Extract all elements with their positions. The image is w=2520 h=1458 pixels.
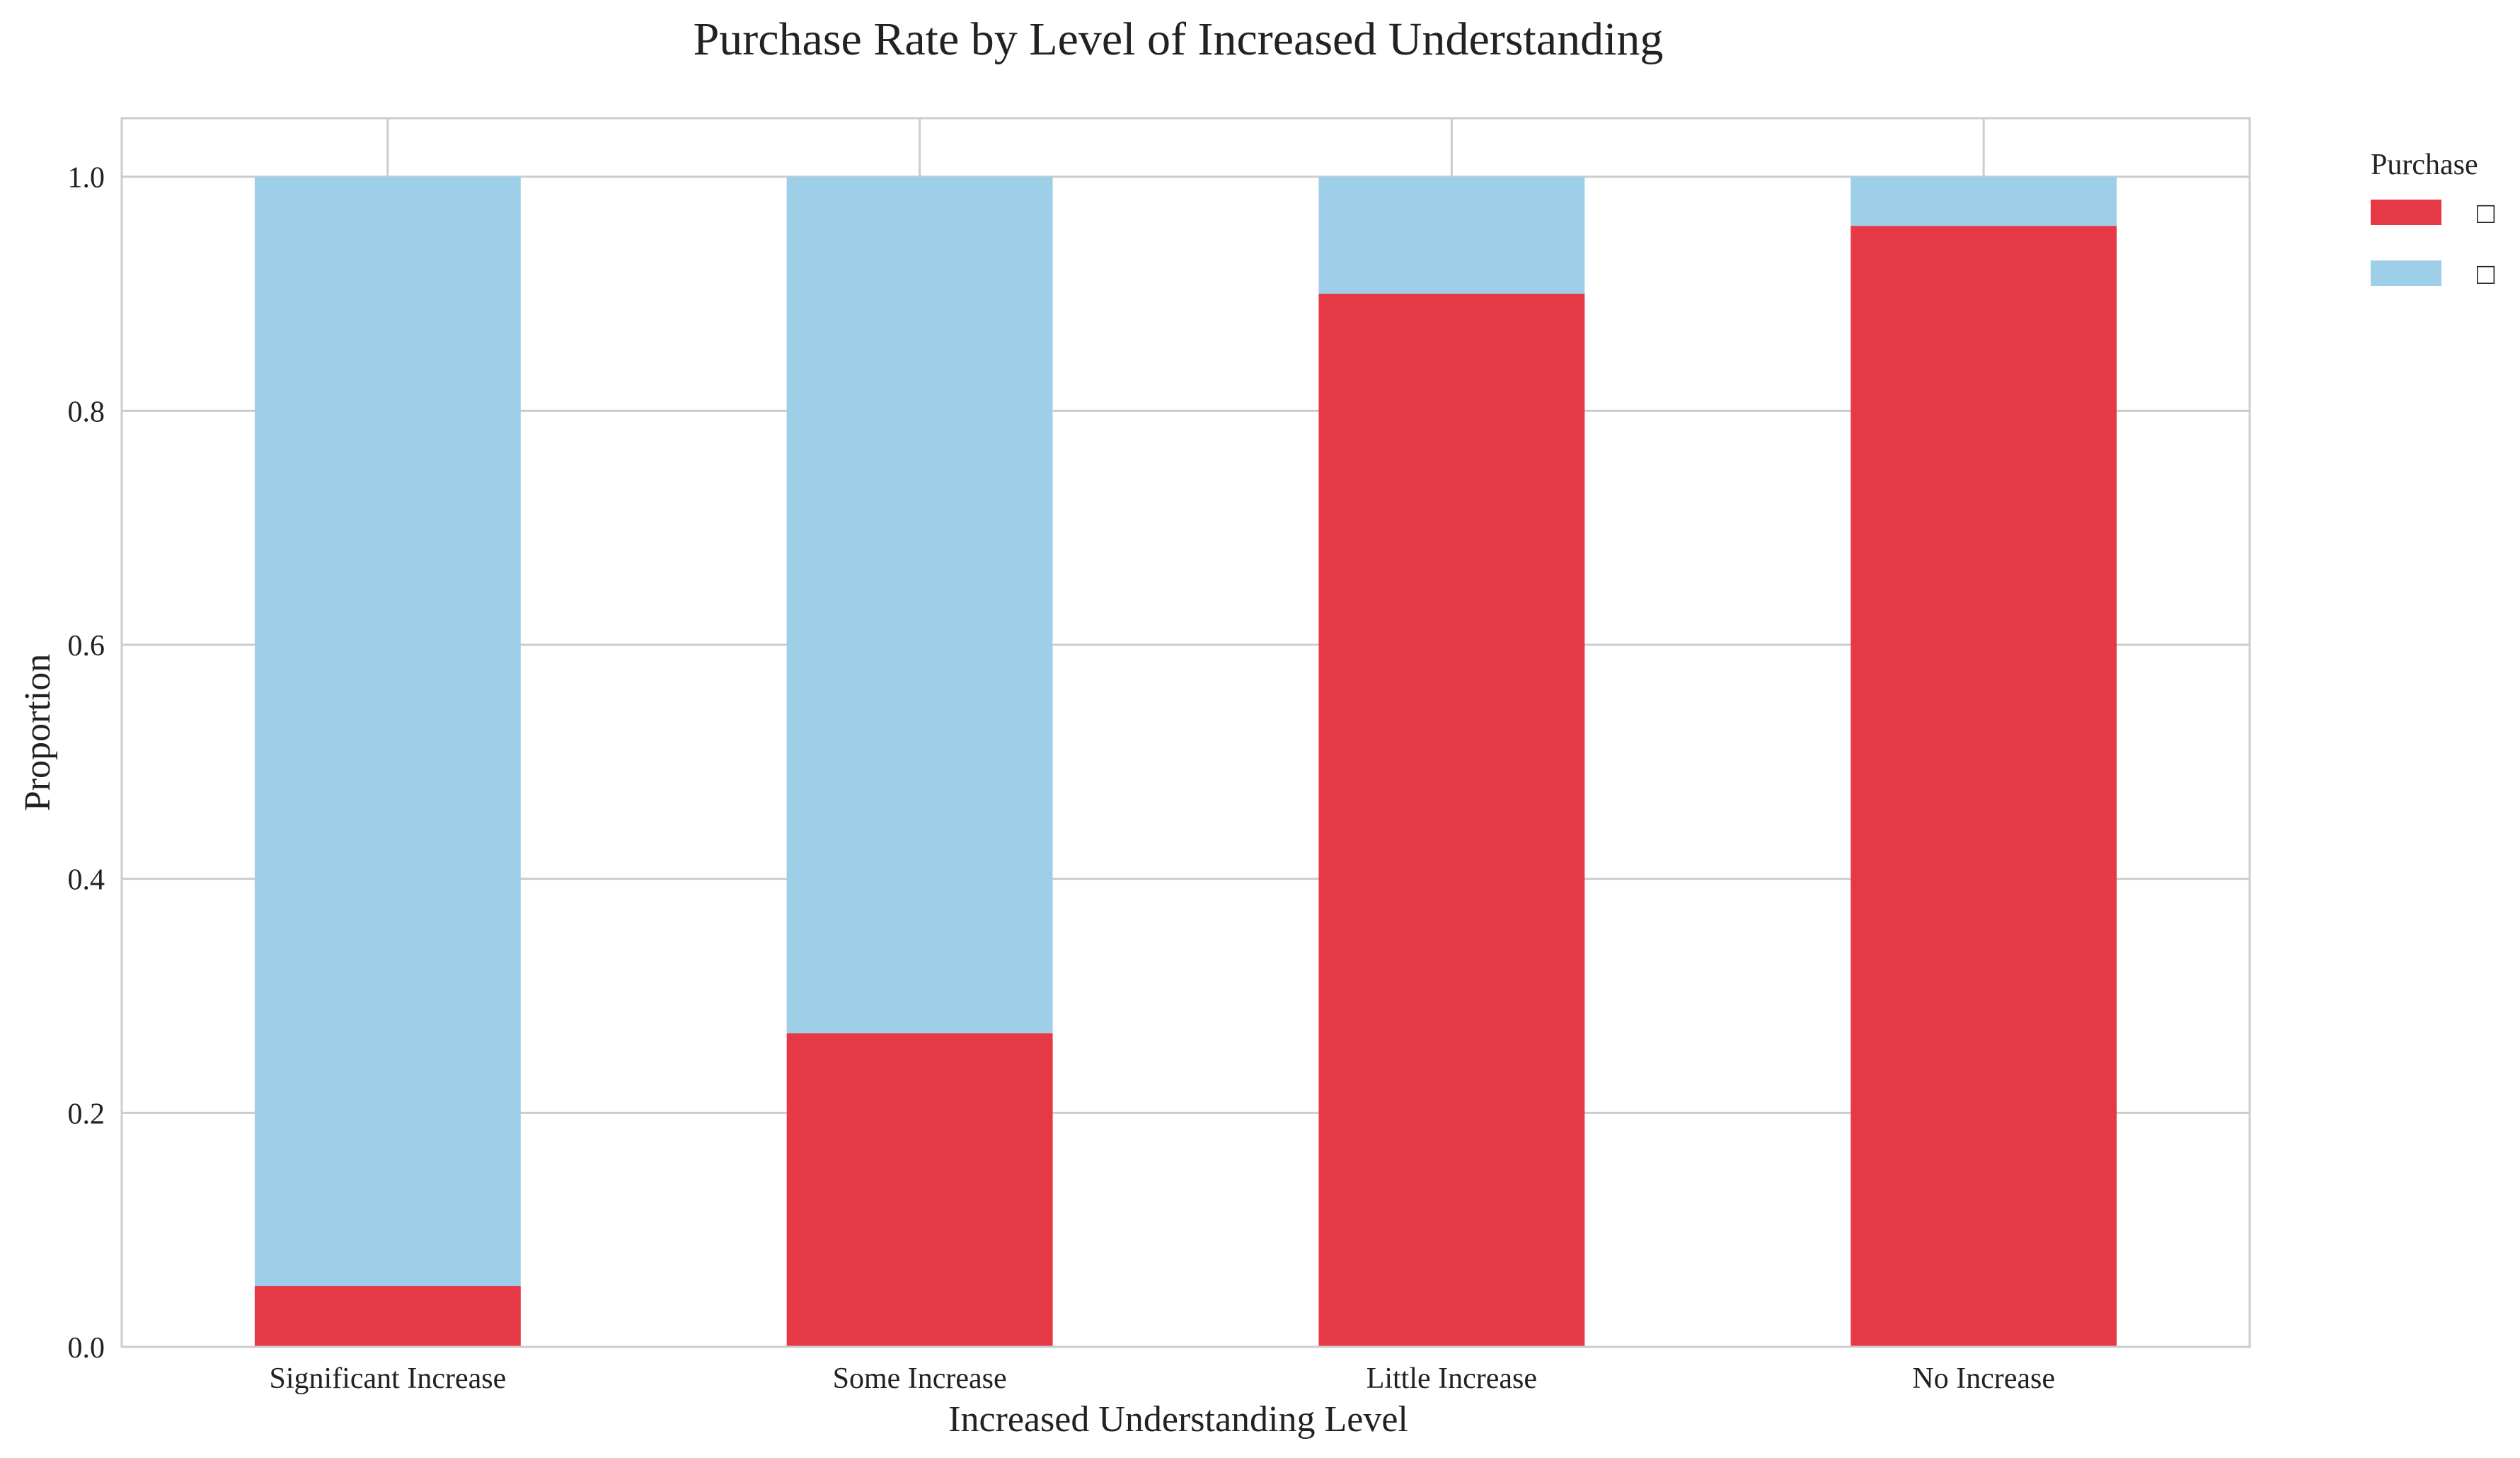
legend-entry-label: □ (2477, 197, 2495, 230)
x-tick-label: Some Increase (833, 1362, 1007, 1395)
bar-segment-first-series[interactable] (1851, 226, 2117, 1347)
y-tick-label: 0.0 (68, 1332, 105, 1365)
x-axis-label: Increased Understanding Level (948, 1399, 1408, 1440)
y-tick-label: 0.8 (68, 396, 105, 428)
y-tick-label: 0.4 (68, 864, 105, 897)
chart-title: Purchase Rate by Level of Increased Unde… (694, 13, 1664, 65)
legend-swatch (2371, 260, 2441, 286)
legend-swatch (2371, 200, 2441, 225)
x-tick-label: No Increase (1912, 1362, 2055, 1395)
y-tick-label: 0.6 (68, 630, 105, 662)
bar-segment-second-series[interactable] (255, 177, 521, 1286)
bar-segment-second-series[interactable] (1851, 177, 2117, 226)
y-axis-label: Proportion (18, 654, 58, 811)
legend-title: Purchase (2371, 149, 2478, 181)
y-tick-label: 0.2 (68, 1098, 105, 1130)
bar-segment-first-series[interactable] (787, 1033, 1053, 1347)
legend-entry-label: □ (2477, 258, 2495, 291)
bar-segment-first-series[interactable] (255, 1286, 521, 1347)
bar-segment-second-series[interactable] (787, 177, 1053, 1033)
bar-segment-first-series[interactable] (1318, 294, 1584, 1347)
legend: Purchase □ □ (2371, 149, 2495, 291)
x-tick-label: Significant Increase (270, 1362, 507, 1395)
bar-segment-second-series[interactable] (1318, 177, 1584, 294)
y-tick-label: 1.0 (68, 162, 105, 195)
x-tick-label: Little Increase (1367, 1362, 1537, 1395)
